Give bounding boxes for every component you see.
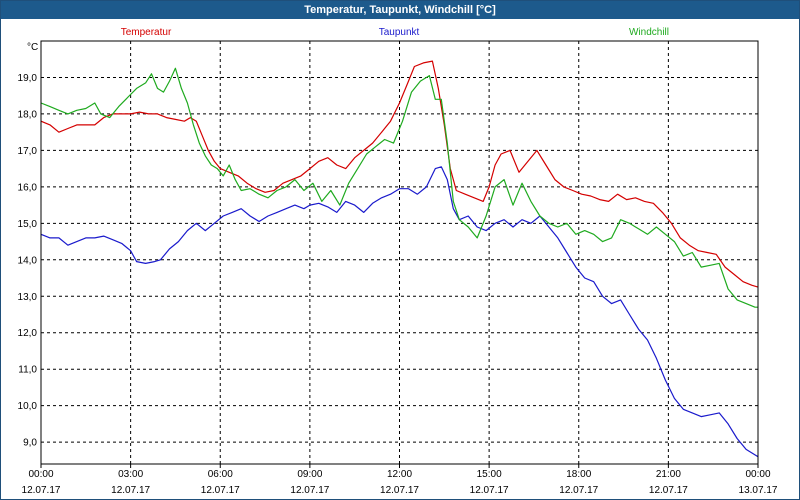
- x-tick-time: 15:00: [477, 469, 502, 480]
- y-tick-label: 17,0: [18, 146, 38, 157]
- x-tick-time: 03:00: [118, 469, 143, 480]
- y-tick-label: 14,0: [18, 255, 38, 266]
- x-tick-time: 06:00: [208, 469, 233, 480]
- y-tick-label: 19,0: [18, 73, 38, 84]
- x-tick-time: 00:00: [28, 469, 53, 480]
- legend-entry-temperatur: Temperatur: [121, 27, 172, 38]
- y-tick-label: 10,0: [18, 401, 38, 412]
- y-tick-label: 11,0: [18, 365, 37, 376]
- y-tick-label: 18,0: [18, 109, 38, 120]
- x-tick-time: 21:00: [656, 469, 681, 480]
- x-tick-date: 12.07.17: [649, 485, 688, 496]
- x-tick-time: 12:00: [387, 469, 412, 480]
- axes: 9,0 10,0 11,0 12,0 13,0 14,0 15,0 16,0 17,0 18,0 1…: [18, 73, 778, 496]
- x-tick-date: 12.07.17: [559, 485, 598, 496]
- legend-entry-windchill: Windchill: [629, 27, 669, 38]
- x-tick-date: 12.07.17: [111, 485, 150, 496]
- legend: Temperatur Taupunkt Windchill: [121, 27, 669, 38]
- x-tick-date: 12.07.17: [201, 485, 240, 496]
- y-tick-label: 9,0: [23, 438, 37, 449]
- y-tick-label: 15,0: [18, 219, 38, 230]
- series-line-taupunkt: [40, 166, 759, 458]
- legend-entry-taupunkt: Taupunkt: [379, 27, 420, 38]
- x-tick-time: 18:00: [566, 469, 591, 480]
- x-tick-date: 13.07.17: [739, 485, 778, 496]
- x-tick-date: 12.07.17: [290, 485, 329, 496]
- x-tick-date: 12.07.17: [380, 485, 419, 496]
- series-line-windchill: [40, 67, 758, 308]
- series-line-temperatur: [40, 60, 759, 288]
- y-tick-label: 16,0: [18, 182, 38, 193]
- x-tick-date: 12.07.17: [22, 485, 61, 496]
- x-tick-time: 09:00: [297, 469, 322, 480]
- x-tick-time: 00:00: [745, 469, 770, 480]
- y-tick-label: 13,0: [18, 292, 38, 303]
- series-lines: [40, 60, 759, 458]
- y-tick-label: 12,0: [18, 328, 38, 339]
- window-title: Temperatur, Taupunkt, Windchill [°C]: [1, 1, 799, 19]
- grid: [41, 41, 758, 464]
- y-axis-label: °C: [27, 42, 38, 53]
- x-tick-date: 12.07.17: [470, 485, 509, 496]
